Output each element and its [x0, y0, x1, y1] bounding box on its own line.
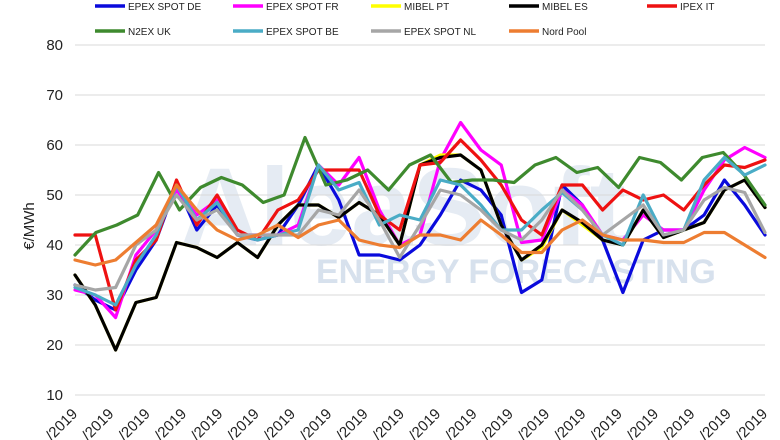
x-tick-label: /2019: [696, 406, 735, 440]
x-tick-label: /2019: [515, 406, 554, 440]
x-axis-ticks: /2019/2019/2019/2019/2019/2019/2019/2019…: [43, 406, 772, 440]
x-tick-label: /2019: [333, 406, 372, 440]
x-tick-label: /2019: [260, 406, 299, 440]
x-tick-label: /2019: [587, 406, 626, 440]
x-tick-label: /2019: [115, 406, 154, 440]
y-axis-label: €/MWh: [21, 202, 38, 250]
y-tick-label: 70: [46, 87, 63, 104]
watermark: AleaSoft ENERGY FORECASTING: [180, 146, 716, 291]
legend-label: EPEX SPOT BE: [266, 27, 339, 38]
x-tick-label: /2019: [369, 406, 408, 440]
y-axis-ticks: 10 20 30 40 50 60 70 80: [46, 37, 63, 404]
x-tick-label: /2019: [43, 406, 82, 440]
y-tick-label: 40: [46, 237, 63, 254]
legend-label: EPEX SPOT DE: [128, 2, 202, 13]
legend-label: EPEX SPOT NL: [404, 27, 477, 38]
x-tick-label: /2019: [151, 406, 190, 440]
x-tick-label: /2019: [79, 406, 118, 440]
x-tick-label: /2019: [297, 406, 336, 440]
legend-label: MIBEL PT: [404, 2, 449, 13]
series-line-nord-pool: [73, 183, 767, 267]
y-tick-label: 30: [46, 287, 63, 304]
x-tick-label: /2019: [733, 406, 772, 440]
legend-label: IPEX IT: [680, 2, 714, 13]
y-tick-label: 10: [46, 387, 63, 404]
legend-label: Nord Pool: [542, 27, 586, 38]
legend-label: N2EX UK: [128, 27, 171, 38]
y-tick-label: 60: [46, 137, 63, 154]
series-line-epex-spot-de: [73, 163, 767, 312]
x-tick-label: /2019: [660, 406, 699, 440]
x-tick-label: /2019: [188, 406, 227, 440]
gridlines: [75, 44, 765, 396]
legend-label: EPEX SPOT FR: [266, 2, 339, 13]
y-tick-label: 20: [46, 337, 63, 354]
x-tick-label: /2019: [224, 406, 263, 440]
series-line-n2ex-uk: [73, 135, 767, 257]
series-line-epex-spot-nl: [73, 185, 767, 292]
series-lines: [73, 120, 767, 352]
x-tick-label: /2019: [551, 406, 590, 440]
legend: EPEX SPOT DE EPEX SPOT FR MIBEL PT MIBEL ES…: [95, 2, 714, 38]
legend-label: MIBEL ES: [542, 2, 588, 13]
y-tick-label: 80: [46, 37, 63, 54]
x-tick-label: /2019: [478, 406, 517, 440]
y-tick-label: 50: [46, 187, 63, 204]
x-tick-label: /2019: [624, 406, 663, 440]
x-tick-label: /2019: [406, 406, 445, 440]
x-tick-label: /2019: [442, 406, 481, 440]
series-line-epex-spot-be: [73, 155, 767, 307]
